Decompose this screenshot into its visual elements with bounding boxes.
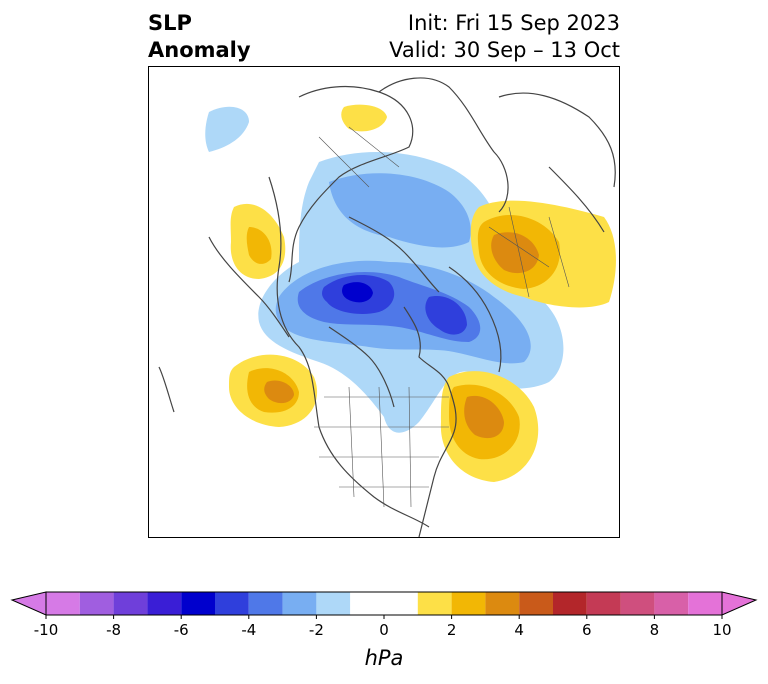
map-panel [148, 66, 620, 538]
colorbar-tick-label: 0 [379, 621, 389, 639]
colorbar-tick-label: -8 [106, 621, 121, 639]
colorbar-bin [215, 592, 249, 615]
colorbar-bin [519, 592, 553, 615]
colorbar-bin [350, 592, 418, 615]
colorbar-tick-label: 6 [582, 621, 592, 639]
colorbar-bin [316, 592, 351, 615]
colorbar-tick-label: -10 [34, 621, 59, 639]
colorbar-bin [553, 592, 587, 615]
init-date: Init: Fri 15 Sep 2023 [407, 11, 620, 35]
colorbar-bin [586, 592, 621, 615]
colorbar-tick-label: 2 [447, 621, 457, 639]
colorbar-ticks: -10 -8 -6 -4 -2 0 2 4 6 8 10 [34, 615, 732, 639]
colorbar-tick-label: -6 [174, 621, 189, 639]
colorbar-min-arrow [10, 591, 47, 616]
colorbar-bin [46, 592, 80, 615]
colorbar-bin [451, 592, 486, 615]
colorbar-bins [46, 592, 722, 615]
title-anomaly: Anomaly [148, 38, 251, 62]
positive-anomaly-region [229, 104, 616, 482]
colorbar-bin [113, 592, 148, 615]
valid-range: Valid: 30 Sep – 13 Oct [389, 38, 620, 62]
colorbar-tick-label: -2 [309, 621, 324, 639]
title-variable: SLP [148, 11, 192, 35]
colorbar-bin [79, 592, 114, 615]
colorbar-tick-label: -4 [241, 621, 256, 639]
colorbar-bin [620, 592, 655, 615]
colorbar-bin [417, 592, 452, 615]
colorbar-bin [248, 592, 283, 615]
colorbar-bin [147, 592, 182, 615]
political-borders [314, 126, 570, 508]
colorbar-bin [282, 592, 317, 615]
colorbar: -10 -8 -6 -4 -2 0 2 4 6 8 10 [10, 591, 758, 639]
colorbar-units: hPa [364, 646, 404, 670]
forecast-dates: Init: Fri 15 Sep 2023 Valid: 30 Sep – 13… [389, 10, 620, 64]
anomaly-map [158, 77, 616, 537]
coastlines [158, 77, 616, 537]
colorbar-bin [654, 592, 689, 615]
colorbar-tick-label: 8 [650, 621, 660, 639]
colorbar-tick-label: 4 [514, 621, 524, 639]
colorbar-max-arrow [721, 591, 758, 616]
colorbar-bin [181, 592, 215, 615]
colorbar-bin [485, 592, 520, 615]
colorbar-bin [688, 592, 722, 615]
map-title: SLP Anomaly [148, 10, 251, 64]
colorbar-tick-label: 10 [712, 621, 731, 639]
